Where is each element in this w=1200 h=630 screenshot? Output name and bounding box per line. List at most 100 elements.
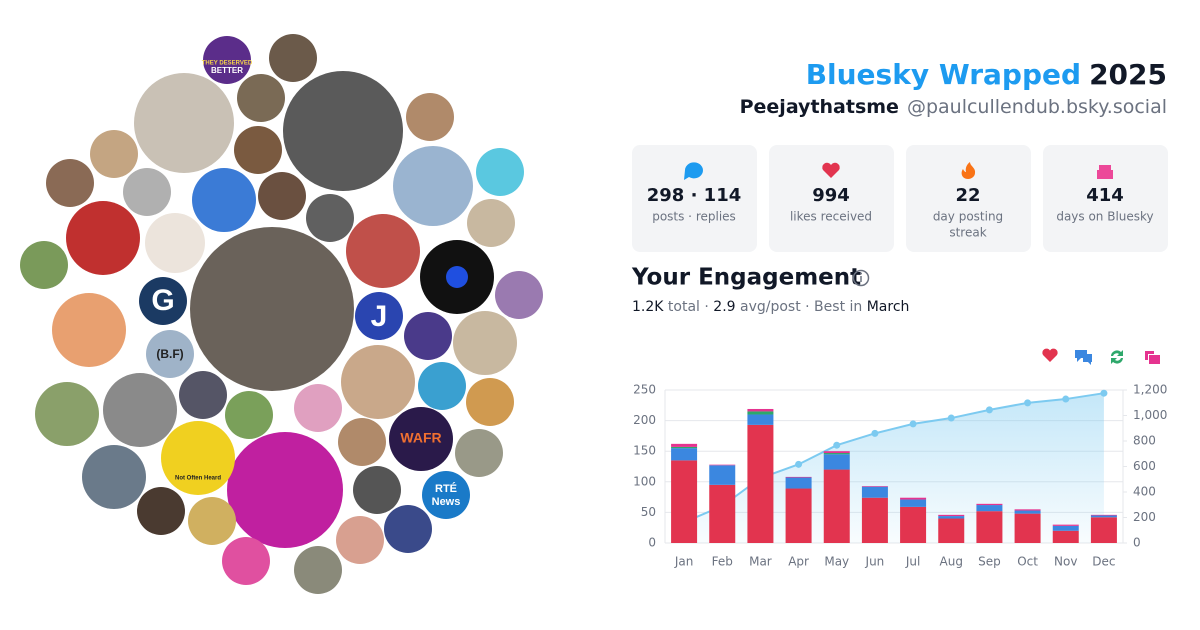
avatar [225, 391, 273, 439]
avatar [353, 466, 401, 514]
display-name: Peejaythatsme [740, 96, 899, 118]
avatar [188, 497, 236, 545]
bar-segment [1014, 513, 1041, 543]
icon-posts [684, 162, 703, 180]
bar-segment [938, 516, 965, 519]
info-icon[interactable] [852, 269, 870, 287]
y2-tick-label: 800 [1133, 434, 1156, 448]
bar-segment [1014, 510, 1041, 514]
x-tick-label: Jun [865, 555, 885, 569]
bar-segment [1052, 530, 1079, 543]
avatar [146, 330, 194, 378]
avatar [137, 487, 185, 535]
bar-segment [861, 486, 888, 498]
line-point [1062, 395, 1070, 403]
line-point [833, 441, 841, 449]
bar-segment [938, 514, 965, 517]
avatar [404, 312, 452, 360]
y2-tick-label: 0 [1133, 536, 1141, 550]
summary-part: total · [663, 299, 713, 315]
line-point [795, 460, 803, 468]
avatar [393, 146, 473, 226]
bar-segment [823, 469, 850, 543]
avatar [406, 93, 454, 141]
bar-segment [1014, 509, 1041, 511]
icon-cake [1097, 165, 1113, 179]
avatar [269, 34, 317, 82]
legend-icon-repost[interactable] [1111, 350, 1123, 364]
avatar-text: THEY DESERVED [202, 61, 253, 67]
bar-segment [709, 464, 736, 466]
bar-segment [747, 414, 774, 425]
line-point [985, 406, 993, 414]
avatar [46, 159, 94, 207]
title-brand: Bluesky Wrapped [806, 58, 1081, 91]
avatar [355, 292, 403, 340]
x-tick-label: Mar [749, 555, 772, 569]
avatar [476, 148, 524, 196]
avatar-detail [446, 266, 468, 288]
avatar [139, 277, 187, 325]
avatar-text: Not Often Heard [175, 476, 221, 482]
bar-segment [1090, 517, 1117, 543]
summary-part: 2.9 [713, 299, 735, 315]
avatar [341, 345, 415, 419]
bar-segment [1052, 525, 1079, 531]
bar-segment [900, 506, 927, 543]
y2-tick-label: 400 [1133, 485, 1156, 499]
legend-icon-like[interactable] [1042, 348, 1058, 362]
bar-segment [785, 476, 812, 478]
stat-card [906, 145, 1031, 252]
avatar [52, 293, 126, 367]
bar-segment [785, 477, 812, 489]
avatar [422, 471, 470, 519]
line-point [909, 420, 917, 428]
stat-label: day posting [933, 210, 1003, 224]
bar-segment [976, 511, 1003, 543]
bar-segment [861, 497, 888, 543]
section-title: Your Engagement [631, 265, 861, 291]
avatar [283, 71, 403, 191]
bar-segment [938, 518, 965, 543]
avatar [467, 199, 515, 247]
bar-segment [671, 443, 698, 447]
avatar [190, 227, 354, 391]
avatar [294, 546, 342, 594]
line-point [1100, 389, 1108, 397]
x-tick-label: Dec [1092, 555, 1115, 569]
bar-segment [1090, 515, 1117, 518]
avatar [203, 36, 251, 84]
info-icon-dot [860, 272, 862, 275]
summary-part: March [867, 299, 910, 315]
avatar [66, 201, 140, 275]
title: Bluesky Wrapped 2025 [806, 58, 1167, 91]
legend-icon-reply[interactable] [1075, 350, 1092, 365]
avatar [495, 271, 543, 319]
stat-value: 298 · 114 [647, 185, 742, 206]
bar-segment [823, 454, 850, 470]
stat-cards: 298 · 114 994 22 414 posts · replies lik… [632, 145, 1168, 252]
x-tick-label: Jan [674, 555, 694, 569]
bar-segment [709, 465, 736, 485]
x-tick-label: Feb [712, 555, 733, 569]
avatar [134, 73, 234, 173]
avatar-text: (B.F) [156, 347, 183, 361]
avatar [82, 445, 146, 509]
x-tick-label: Sep [978, 555, 1001, 569]
avatar [90, 130, 138, 178]
engagement-summary: 1.2K total · 2.9 avg/post · Best in Marc… [632, 299, 909, 315]
y-tick-label: 150 [633, 444, 656, 458]
stat-card [1043, 145, 1168, 252]
avatar [455, 429, 503, 477]
x-tick-label: Nov [1054, 555, 1077, 569]
y2-tick-label: 600 [1133, 459, 1156, 473]
bar-segment [823, 453, 850, 455]
stat-label: posts · replies [652, 210, 736, 224]
avatar-text: G [151, 284, 174, 317]
line-point [871, 429, 879, 437]
y-tick-label: 250 [633, 383, 656, 397]
legend-icon-quote[interactable] [1145, 351, 1160, 364]
summary-part: avg/post · Best in [736, 299, 867, 315]
avatar [179, 371, 227, 419]
